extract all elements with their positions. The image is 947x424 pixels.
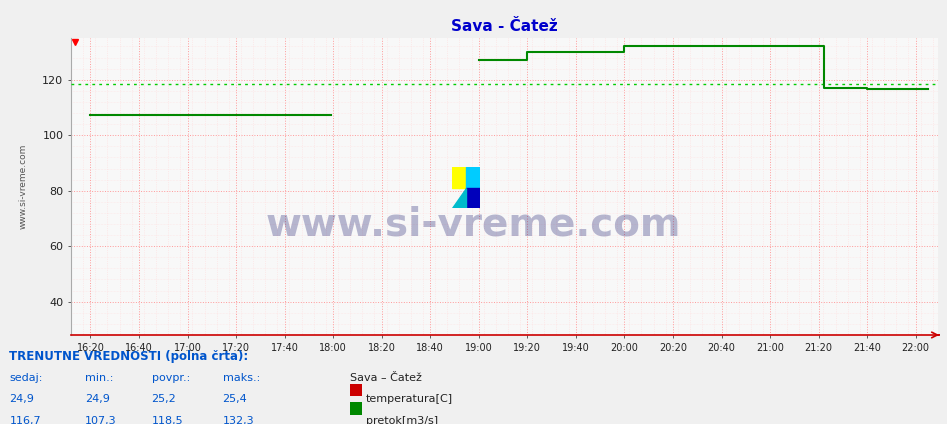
Polygon shape <box>452 187 466 208</box>
Text: www.si-vreme.com: www.si-vreme.com <box>266 206 681 244</box>
Text: TRENUTNE VREDNOSTI (polna črta):: TRENUTNE VREDNOSTI (polna črta): <box>9 350 249 363</box>
Text: 25,4: 25,4 <box>223 394 247 404</box>
Bar <box>466 167 480 187</box>
Text: maks.:: maks.: <box>223 373 259 383</box>
Text: pretok[m3/s]: pretok[m3/s] <box>366 416 438 424</box>
Text: 118,5: 118,5 <box>152 416 183 424</box>
Text: povpr.:: povpr.: <box>152 373 189 383</box>
Text: www.si-vreme.com: www.si-vreme.com <box>19 144 27 229</box>
Bar <box>452 167 466 187</box>
Bar <box>466 187 480 208</box>
Text: 25,2: 25,2 <box>152 394 176 404</box>
Text: 107,3: 107,3 <box>85 416 116 424</box>
Text: 24,9: 24,9 <box>85 394 110 404</box>
Title: Sava - Čatež: Sava - Čatež <box>451 19 558 34</box>
Text: 116,7: 116,7 <box>9 416 41 424</box>
Text: Sava – Čatež: Sava – Čatež <box>350 373 422 383</box>
Text: temperatura[C]: temperatura[C] <box>366 394 453 404</box>
Text: 132,3: 132,3 <box>223 416 254 424</box>
Text: 24,9: 24,9 <box>9 394 34 404</box>
Text: sedaj:: sedaj: <box>9 373 43 383</box>
Text: min.:: min.: <box>85 373 114 383</box>
